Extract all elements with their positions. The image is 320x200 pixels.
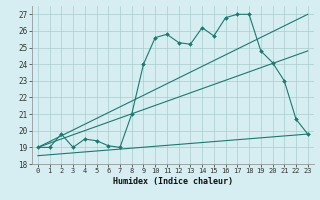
X-axis label: Humidex (Indice chaleur): Humidex (Indice chaleur): [113, 177, 233, 186]
